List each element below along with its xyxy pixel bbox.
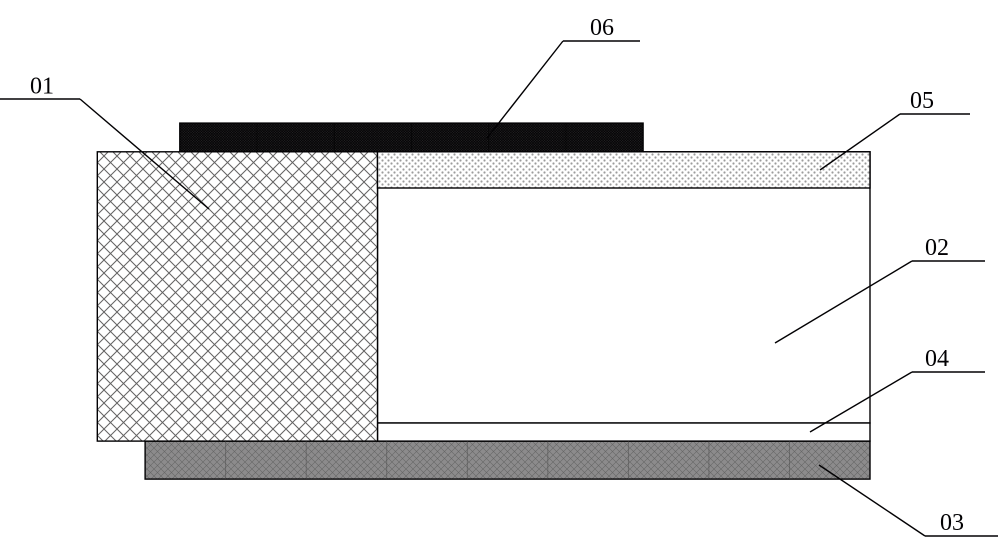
callout-06: 06 — [487, 15, 640, 138]
shape-layer — [97, 123, 870, 479]
callout-label: 02 — [925, 235, 949, 261]
callout-label: 01 — [30, 74, 54, 100]
callout-leader — [819, 465, 925, 536]
callout-label: 04 — [925, 346, 949, 372]
region-02 — [378, 152, 871, 423]
diagram-stage: 01 06 05 02 04 03 — [0, 0, 1000, 549]
region-04 — [378, 423, 871, 441]
callout-label: 05 — [910, 88, 934, 114]
region-05 — [378, 152, 871, 188]
region-03 — [145, 441, 870, 479]
callout-label: 06 — [590, 15, 614, 41]
callout-label: 03 — [940, 510, 964, 536]
region-01 — [97, 152, 377, 441]
